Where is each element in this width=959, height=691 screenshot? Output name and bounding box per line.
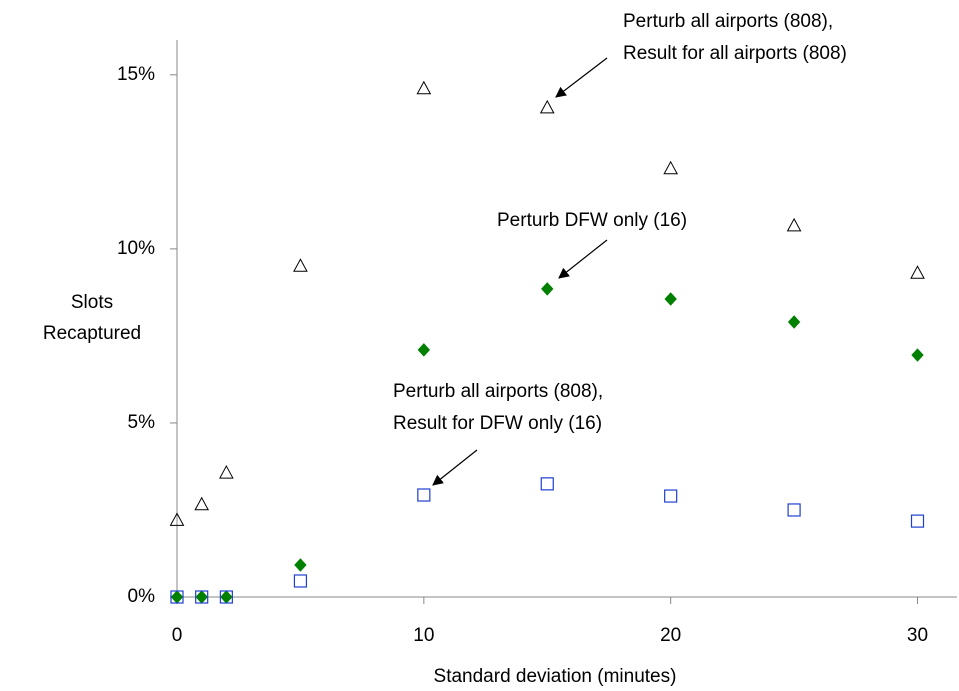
point bbox=[416, 80, 432, 95]
point bbox=[293, 574, 308, 588]
point bbox=[664, 292, 677, 306]
y-axis-label: Recaptured bbox=[43, 323, 141, 344]
y-axis-label: Slots bbox=[71, 292, 113, 313]
point bbox=[539, 99, 555, 114]
annotation: Result for DFW only (16) bbox=[393, 413, 602, 434]
point bbox=[787, 315, 801, 329]
point bbox=[170, 590, 184, 604]
x-tick-label: 10 bbox=[413, 625, 434, 646]
point bbox=[220, 590, 233, 604]
y-tick-label: 10% bbox=[117, 238, 155, 259]
point bbox=[170, 590, 184, 604]
point bbox=[417, 488, 431, 502]
x-tick-label: 20 bbox=[660, 625, 681, 646]
point bbox=[910, 514, 925, 528]
point bbox=[293, 258, 308, 272]
point bbox=[294, 558, 307, 572]
point bbox=[219, 590, 233, 604]
annotation: Perturb all airports (808), bbox=[393, 381, 603, 402]
annotation: Perturb DFW only (16) bbox=[497, 210, 687, 231]
x-tick-label: 0 bbox=[172, 625, 183, 646]
annotation: Perturb all airports (808), bbox=[623, 11, 833, 32]
point bbox=[911, 348, 924, 362]
point bbox=[219, 465, 234, 479]
y-tick-label: 0% bbox=[128, 586, 156, 607]
x-tick-label: 30 bbox=[907, 625, 928, 646]
point bbox=[664, 489, 678, 503]
point bbox=[194, 496, 210, 511]
point bbox=[787, 503, 801, 517]
y-tick-label: 5% bbox=[128, 412, 156, 433]
point bbox=[910, 265, 925, 279]
point bbox=[195, 590, 209, 604]
annotation-arrow bbox=[432, 449, 478, 486]
point bbox=[417, 343, 431, 357]
x-axis-label: Standard deviation (minutes) bbox=[434, 666, 677, 687]
point bbox=[786, 217, 802, 232]
y-tick-label: 15% bbox=[117, 64, 155, 85]
annotation-arrow bbox=[558, 239, 608, 279]
point bbox=[663, 160, 679, 175]
point bbox=[195, 590, 208, 604]
point bbox=[169, 512, 185, 526]
point bbox=[541, 282, 554, 296]
point bbox=[540, 477, 554, 491]
annotation-arrow bbox=[555, 57, 608, 98]
annotation: Result for all airports (808) bbox=[623, 43, 847, 64]
